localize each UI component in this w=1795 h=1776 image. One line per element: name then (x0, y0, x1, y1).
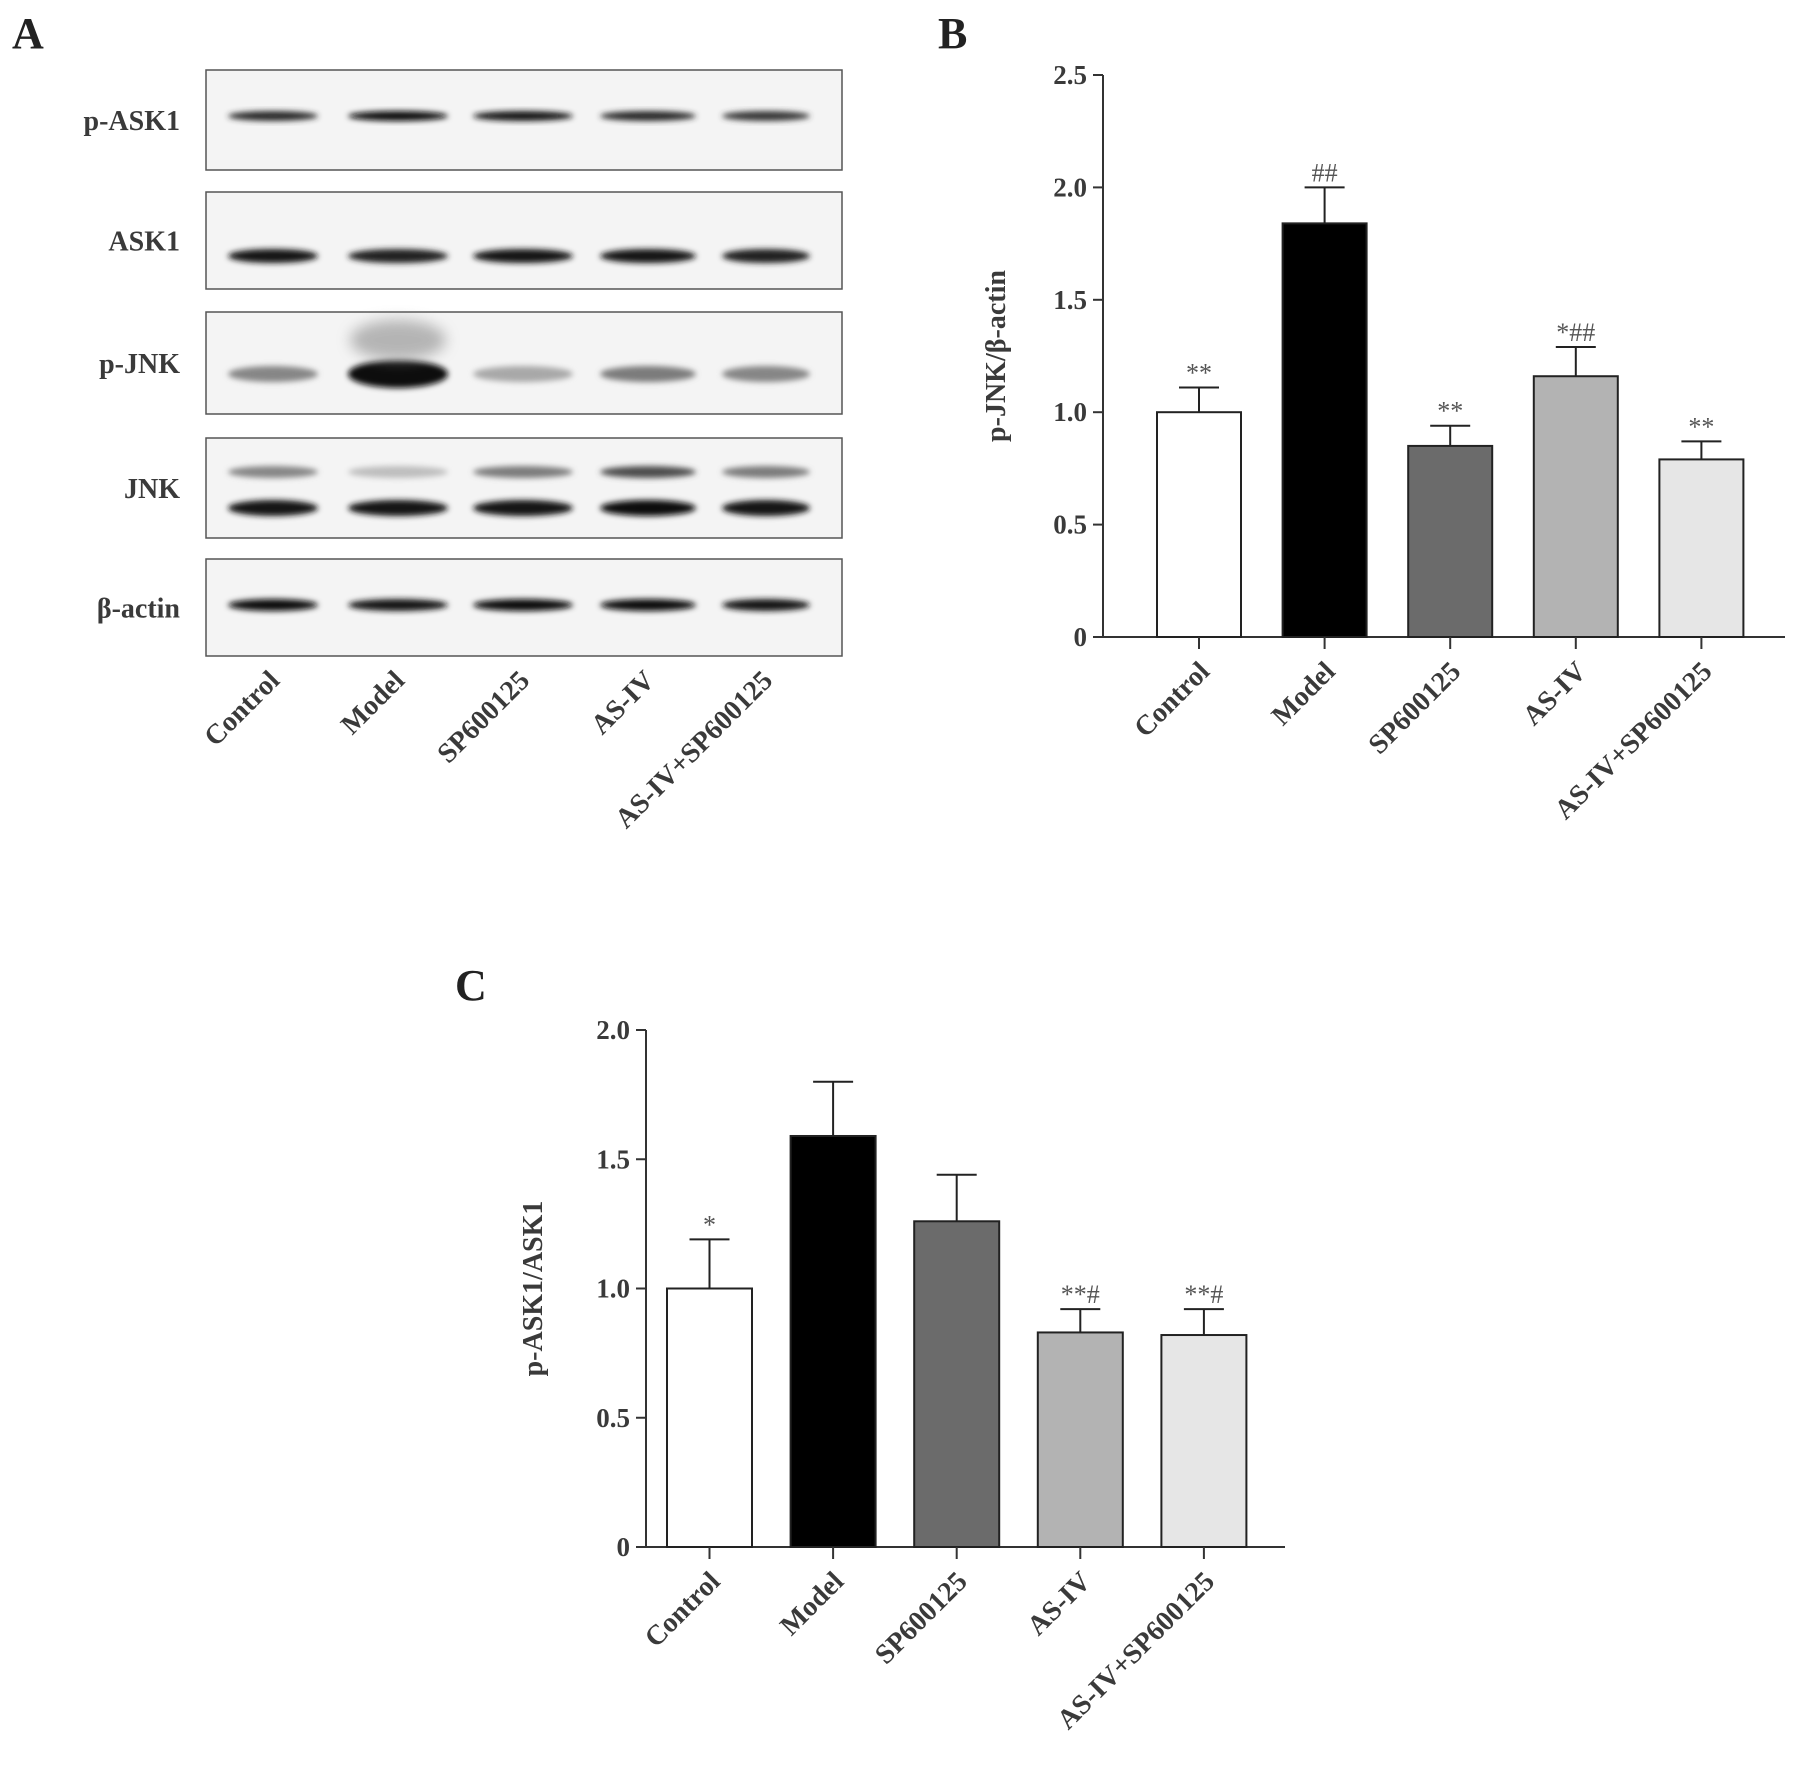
bar (913, 1220, 1001, 1549)
x-tick-label: AS-IV (1517, 656, 1593, 732)
blot-band (722, 111, 810, 121)
x-tick-label: AS-IV (1021, 1566, 1097, 1642)
x-tick-label: Model (1266, 656, 1342, 732)
y-tick-label: 2.5 (1053, 60, 1087, 90)
bar (1156, 411, 1242, 639)
blot-band (348, 111, 448, 121)
blot-lane-label: AS-IV (585, 665, 661, 741)
blot-band (473, 599, 573, 611)
blot-row-label: JNK (124, 474, 180, 505)
panel-letter-a: A (12, 9, 44, 58)
blot-band (348, 466, 448, 478)
blot-band (228, 466, 318, 478)
blot-lane-label: Model (335, 665, 411, 741)
blot-band (600, 366, 696, 382)
blot-band (600, 111, 696, 121)
significance-label: **# (1061, 1280, 1100, 1309)
y-tick-label: 0 (617, 1532, 631, 1562)
blot-strip (205, 191, 843, 290)
bar (789, 1134, 877, 1548)
y-tick-label: 2.0 (1053, 172, 1087, 202)
blot-band (473, 500, 573, 516)
blot-band (722, 599, 810, 611)
y-tick-label: 0.5 (1053, 510, 1087, 540)
significance-label: * (703, 1210, 716, 1239)
bar (1658, 458, 1745, 638)
western-blot-panel: A p-ASK1 ASK1 p-JNK JNK β-actin Control Model S… (12, 9, 843, 835)
y-tick-label: 2.0 (596, 1015, 630, 1045)
significance-label: ** (1186, 358, 1212, 387)
y-tick-label: 0 (1074, 622, 1088, 652)
bar (1532, 375, 1619, 638)
bar (1160, 1334, 1248, 1549)
bar (1407, 444, 1494, 639)
blot-band (228, 500, 318, 516)
blot-row-label: β-actin (97, 594, 181, 625)
significance-label: **# (1184, 1280, 1223, 1309)
y-tick-label: 1.0 (1053, 397, 1087, 427)
y-axis-title: p-JNK/β-actin (981, 270, 1012, 442)
blot-band (722, 366, 810, 382)
blot-band (348, 500, 448, 516)
blot-strip (205, 437, 843, 539)
y-tick-label: 1.0 (596, 1274, 630, 1304)
bar (1036, 1331, 1124, 1548)
blot-band (600, 599, 696, 611)
blot-band (228, 599, 318, 611)
y-tick-label: 1.5 (596, 1144, 630, 1174)
blot-band (473, 111, 573, 121)
blot-band (600, 466, 696, 478)
panel-letter-b: B (938, 9, 967, 58)
blot-row-label: ASK1 (108, 227, 180, 258)
blot-band (228, 249, 318, 263)
blot-band (722, 249, 810, 263)
blot-row-label: p-JNK (99, 349, 180, 380)
x-tick-label: Model (774, 1566, 850, 1642)
blot-band (600, 249, 696, 263)
blot-band (228, 366, 318, 382)
blot-row-label: p-ASK1 (84, 106, 180, 137)
significance-label: ## (1312, 158, 1338, 187)
blot-band (473, 466, 573, 478)
blot-strip (205, 311, 843, 415)
x-tick-label: SP600125 (869, 1566, 973, 1670)
y-tick-label: 0.5 (596, 1403, 630, 1433)
blot-band (348, 599, 448, 611)
blot-band (228, 111, 318, 121)
blot-lane-label: SP600125 (432, 665, 536, 769)
bar (1281, 222, 1368, 638)
bar-chart-b: B 0 0.5 1.0 1.5 2.0 2.5 p-JNK/β-actin ** Control… (938, 9, 1785, 826)
y-tick-label: 1.5 (1053, 285, 1087, 315)
x-tick-label: Control (1128, 656, 1216, 744)
blot-band (348, 360, 448, 388)
blot-lane-label: Control (198, 665, 286, 753)
significance-label: ** (1688, 412, 1714, 441)
blot-band (722, 500, 810, 516)
blot-band (348, 249, 448, 263)
x-tick-label: Control (639, 1566, 727, 1654)
blot-band (473, 249, 573, 263)
blot-band (600, 500, 696, 516)
x-tick-label: SP600125 (1363, 656, 1467, 760)
blot-band (473, 366, 573, 382)
bar (666, 1287, 753, 1548)
significance-label: *## (1556, 318, 1595, 347)
blot-smudge (350, 320, 446, 360)
y-axis-title: p-ASK1/ASK1 (518, 1201, 549, 1377)
bar-chart-c: C 0 0.5 1.0 1.5 2.0 p-ASK1/ASK1 * Control Model S… (455, 961, 1285, 1736)
panel-letter-c: C (455, 961, 487, 1010)
significance-label: ** (1437, 397, 1463, 426)
blot-band (722, 466, 810, 478)
